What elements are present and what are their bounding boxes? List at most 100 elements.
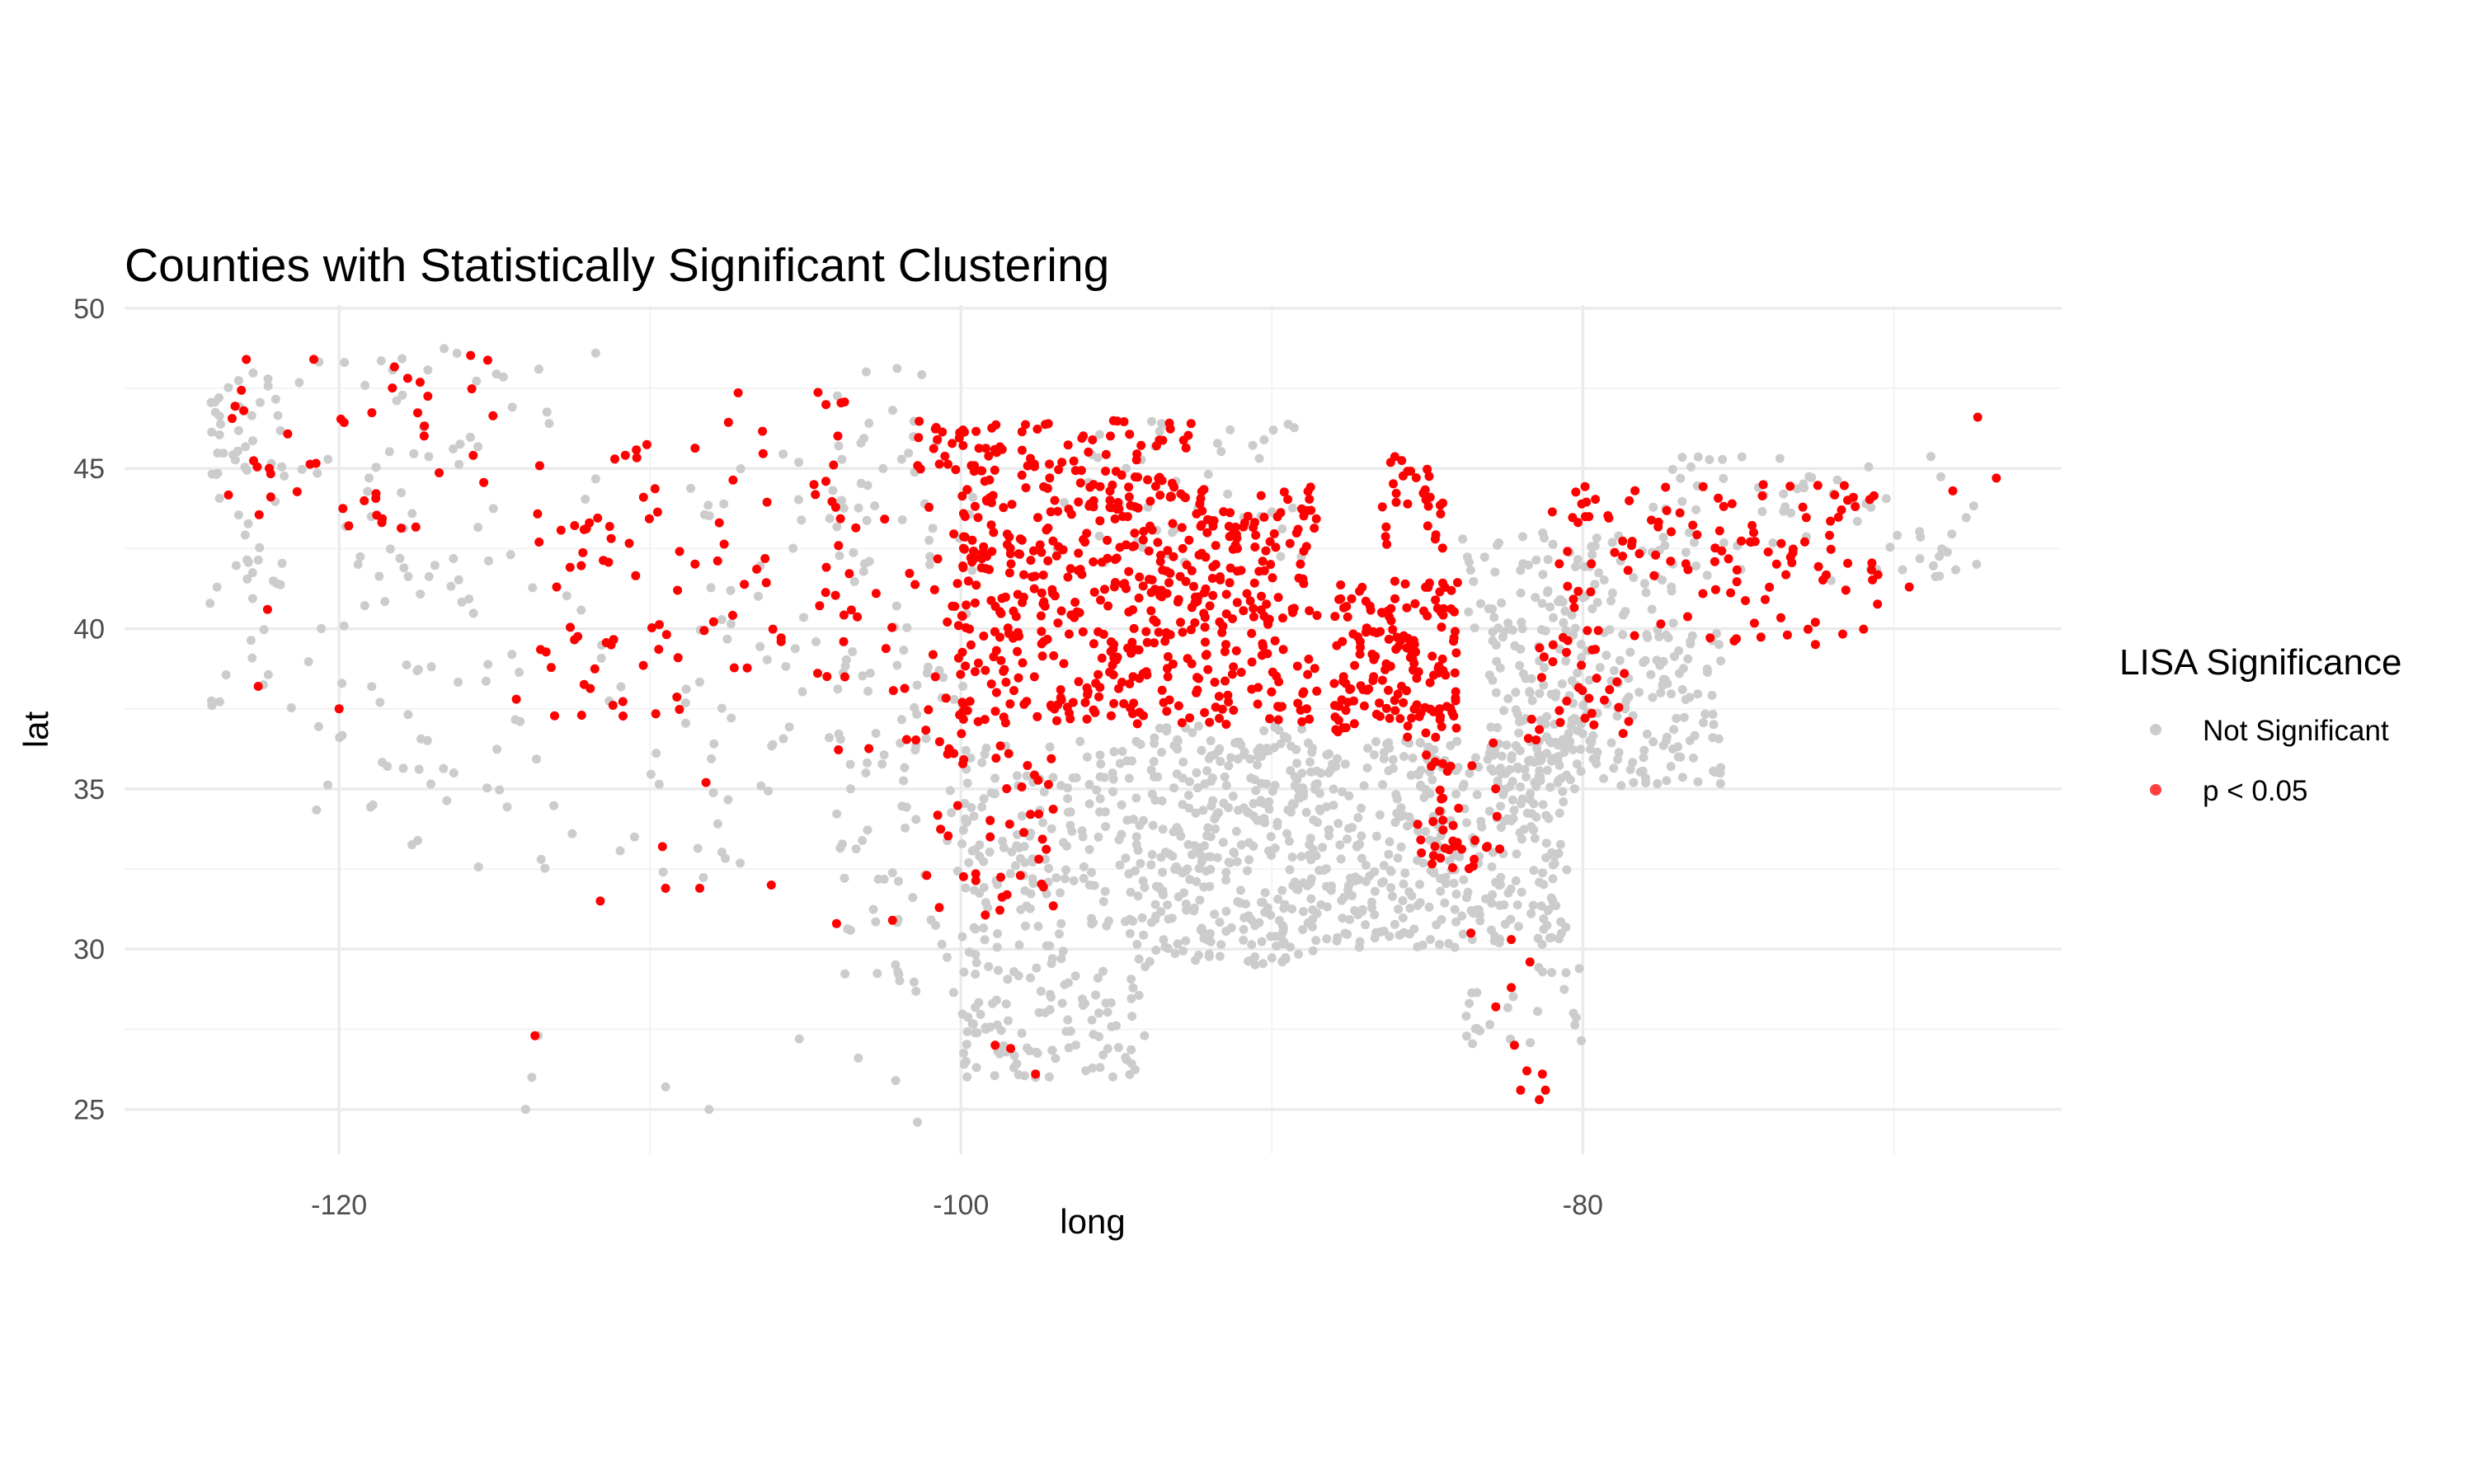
county-point-not-significant [1094, 1031, 1103, 1041]
county-point-significant [971, 869, 981, 879]
county-point-significant [1867, 565, 1876, 575]
county-point-not-significant [424, 452, 434, 462]
county-point-not-significant [992, 1020, 1002, 1030]
county-point-significant [1017, 470, 1027, 480]
county-point-significant [1450, 668, 1460, 678]
county-point-significant [1031, 1069, 1041, 1079]
county-point-not-significant [952, 866, 962, 876]
county-point-not-significant [1462, 893, 1471, 903]
county-point-not-significant [1577, 653, 1587, 663]
county-point-significant [1604, 513, 1614, 523]
county-point-not-significant [1069, 876, 1079, 885]
county-point-not-significant [1691, 561, 1701, 571]
county-point-not-significant [1554, 760, 1564, 770]
county-point-not-significant [1396, 842, 1406, 852]
county-point-significant [1190, 618, 1200, 627]
county-point-significant [1054, 465, 1064, 475]
county-point-not-significant [1233, 754, 1243, 764]
county-point-not-significant [1693, 689, 1703, 699]
county-point-significant [1005, 699, 1015, 709]
county-point-significant [624, 538, 634, 548]
county-point-not-significant [962, 778, 972, 788]
county-point-significant [719, 539, 729, 549]
county-point-not-significant [768, 740, 778, 749]
county-point-significant [638, 492, 648, 502]
county-point-not-significant [1578, 729, 1587, 739]
county-point-significant [1178, 543, 1188, 553]
county-point-significant [1301, 542, 1311, 552]
county-point-not-significant [1204, 949, 1214, 959]
county-point-significant [1006, 559, 1016, 569]
county-point-significant [1228, 614, 1237, 623]
county-point-significant [1867, 558, 1877, 568]
county-point-not-significant [1451, 917, 1461, 927]
county-point-not-significant [1056, 781, 1066, 791]
county-point-not-significant [1168, 528, 1177, 538]
county-point-not-significant [1403, 821, 1412, 831]
county-point-not-significant [1307, 922, 1317, 932]
county-point-not-significant [1540, 663, 1549, 673]
county-point-not-significant [864, 418, 874, 428]
county-point-significant [1270, 636, 1280, 646]
county-point-not-significant [1595, 663, 1605, 673]
county-point-not-significant [1576, 744, 1586, 754]
county-point-significant [1146, 588, 1156, 598]
county-point-significant [1098, 629, 1108, 639]
county-point-not-significant [1127, 1012, 1137, 1021]
county-point-significant [929, 585, 939, 594]
county-point-not-significant [1807, 472, 1817, 482]
county-point-not-significant [1020, 857, 1030, 867]
county-point-not-significant [1517, 618, 1526, 627]
county-point-significant [1438, 815, 1448, 825]
county-point-not-significant [1276, 739, 1286, 749]
county-point-not-significant [1649, 737, 1658, 747]
county-point-significant [1158, 435, 1168, 445]
county-point-not-significant [1568, 744, 1578, 754]
county-point-significant [1201, 552, 1211, 562]
county-point-not-significant [1526, 1038, 1536, 1048]
county-point-significant [595, 896, 605, 906]
county-point-significant [1017, 445, 1027, 455]
county-point-not-significant [1012, 771, 1022, 781]
county-point-significant [1106, 431, 1115, 441]
county-point-not-significant [849, 547, 858, 557]
county-point-significant [752, 564, 762, 574]
county-point-not-significant [1484, 603, 1493, 613]
county-point-significant [651, 709, 661, 719]
county-point-not-significant [1363, 744, 1373, 754]
county-point-not-significant [1526, 789, 1535, 799]
county-point-significant [1667, 527, 1676, 537]
county-point-not-significant [1491, 688, 1501, 697]
county-point-not-significant [1518, 716, 1528, 726]
county-point-significant [941, 693, 951, 703]
county-point-significant [827, 496, 837, 506]
county-point-significant [1267, 687, 1277, 697]
county-point-not-significant [1266, 910, 1276, 920]
county-point-not-significant [1512, 900, 1522, 910]
county-point-not-significant [1690, 538, 1699, 547]
county-point-significant [586, 683, 595, 693]
county-point-not-significant [1131, 736, 1141, 746]
county-point-not-significant [1555, 839, 1565, 849]
county-point-not-significant [1528, 900, 1538, 910]
county-point-significant [986, 679, 996, 689]
county-point-not-significant [1231, 826, 1241, 836]
county-point-not-significant [1384, 849, 1394, 859]
county-point-significant [977, 554, 987, 564]
county-point-significant [1391, 488, 1401, 498]
county-point-not-significant [567, 829, 577, 838]
county-point-significant [1437, 758, 1447, 768]
county-point-significant [1765, 582, 1775, 592]
county-point-not-significant [1135, 820, 1145, 830]
county-point-not-significant [1155, 882, 1164, 892]
county-point-not-significant [223, 383, 233, 392]
county-point-significant [1050, 495, 1060, 505]
county-point-significant [915, 416, 924, 426]
county-point-not-significant [1070, 971, 1080, 981]
county-point-not-significant [1577, 1036, 1587, 1045]
county-point-significant [999, 503, 1009, 513]
county-point-not-significant [1677, 453, 1687, 463]
county-point-not-significant [242, 574, 252, 584]
county-point-not-significant [1206, 852, 1216, 862]
county-point-not-significant [1371, 831, 1381, 841]
